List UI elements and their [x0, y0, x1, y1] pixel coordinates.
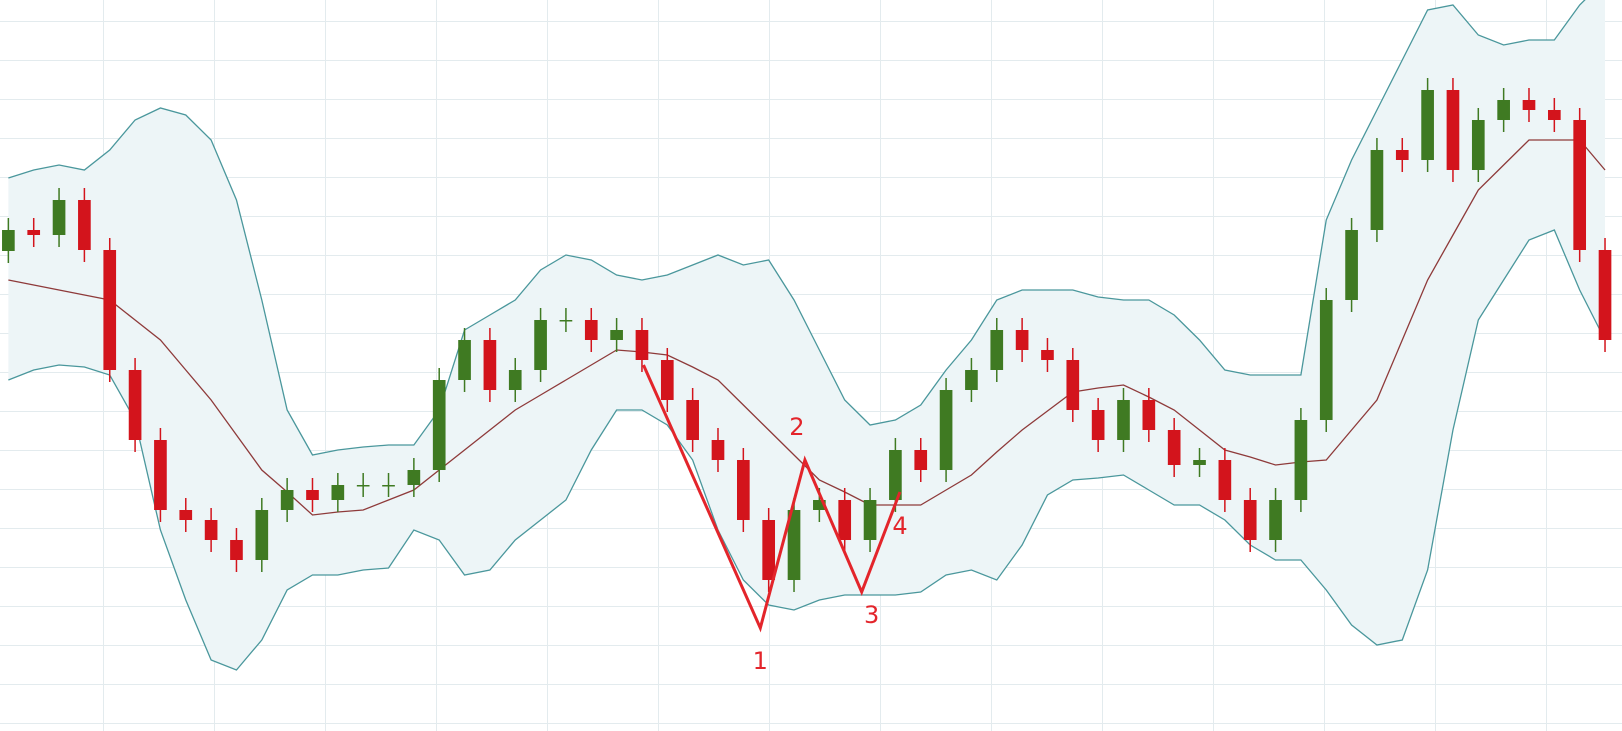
candle-body	[1598, 250, 1612, 340]
candle-body	[230, 540, 243, 560]
candle-body	[508, 370, 522, 390]
candle-body	[1547, 110, 1561, 120]
candle-body	[179, 510, 193, 520]
candle-body	[1218, 460, 1232, 500]
candle-body	[1421, 90, 1434, 160]
candle-body	[660, 360, 674, 400]
candle-body	[27, 230, 41, 235]
candle-body	[787, 510, 801, 580]
candle-body	[154, 440, 167, 510]
candle-body	[559, 320, 573, 322]
candle-body	[1319, 300, 1333, 420]
candle-body	[52, 200, 66, 235]
band-fill	[8, 0, 1606, 670]
pattern-label: 4	[892, 512, 907, 540]
pattern-line	[642, 364, 902, 633]
candle-body	[407, 470, 421, 485]
candle-body	[382, 485, 395, 487]
candle-body	[1243, 500, 1257, 540]
candle-body	[1193, 460, 1206, 465]
candle-body	[1167, 430, 1181, 465]
candle-body	[1294, 420, 1308, 500]
candle-body	[762, 520, 776, 580]
candle-body	[736, 460, 750, 520]
candle-body	[584, 320, 598, 340]
candle-body	[990, 330, 1004, 370]
candle-body	[1066, 360, 1080, 410]
pattern-label: 2	[789, 413, 804, 441]
candle-body	[1091, 410, 1105, 440]
candle-body	[204, 520, 218, 540]
candle-body	[1497, 100, 1510, 120]
candle-body	[331, 485, 345, 500]
candle-body	[1370, 150, 1384, 230]
candle-body	[1142, 400, 1156, 430]
candle-body	[356, 485, 370, 487]
candle-body	[432, 380, 446, 470]
candle-body	[838, 500, 852, 540]
candle-body	[1117, 400, 1130, 440]
candle-body	[1573, 120, 1587, 250]
candle-body	[914, 450, 928, 470]
candle-body	[255, 510, 269, 560]
candle-body	[534, 320, 547, 370]
band-upper	[8, 0, 1586, 456]
candle-body	[306, 490, 319, 500]
candle-body	[103, 250, 117, 370]
candle-body	[889, 450, 902, 500]
candle-body	[483, 340, 497, 390]
candle-body	[635, 330, 649, 360]
candle-body	[711, 440, 725, 460]
candle-body	[2, 230, 15, 251]
candle-body	[1269, 500, 1282, 540]
candle-body	[965, 370, 978, 390]
candle-body	[1446, 90, 1460, 170]
candle-body	[1395, 150, 1409, 160]
pattern-label: 3	[864, 601, 879, 629]
pattern-label: 1	[753, 647, 768, 675]
candle-body	[813, 500, 826, 510]
candle-body	[610, 330, 623, 340]
candle-body	[939, 390, 953, 470]
candle-body	[280, 490, 294, 510]
candle-body	[78, 200, 91, 250]
candle-body	[1015, 330, 1029, 350]
candle-body	[458, 340, 471, 380]
candle-body	[1041, 350, 1054, 360]
band-lower	[8, 229, 1606, 671]
candle-body	[686, 400, 699, 440]
candle-body	[1471, 120, 1485, 170]
candle-body	[1522, 100, 1536, 110]
candle-body	[128, 370, 142, 440]
candle-body	[1345, 230, 1358, 300]
candle-body	[863, 500, 877, 540]
